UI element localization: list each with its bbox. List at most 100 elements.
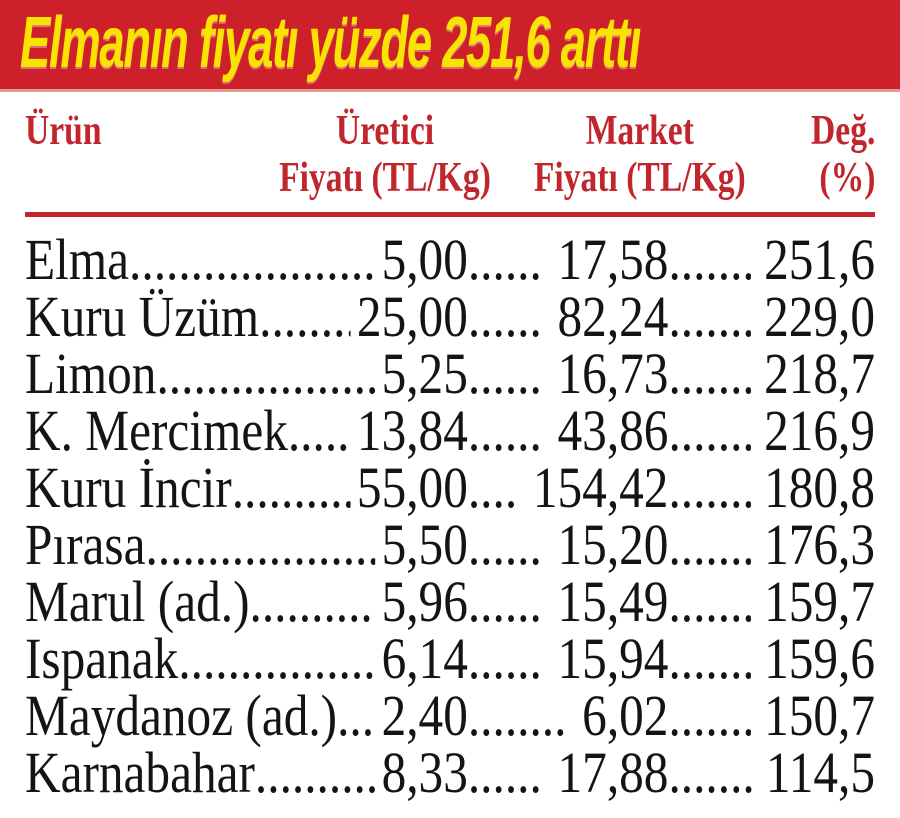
market-price-cell: 43,86 <box>468 398 669 463</box>
table-row: Ispanak 6,14 15,94 159,6 <box>25 626 875 691</box>
producer-price-value: 5,96 <box>381 569 468 634</box>
dot-leader <box>232 459 350 516</box>
product-name: Kuru Üzüm <box>25 284 260 349</box>
table-row: Karnabahar 8,33 17,88 114,5 <box>25 740 875 805</box>
change-percent-cell: 176,3 <box>668 512 875 577</box>
producer-price-value: 5,25 <box>381 341 468 406</box>
dot-leader <box>668 345 750 402</box>
producer-price-cell: 2,40 <box>337 687 468 745</box>
change-percent-value: 251,6 <box>764 227 875 292</box>
change-percent-cell: 114,5 <box>668 744 875 802</box>
table-row: Kuru İncir 55,00 154,42 180,8 <box>25 455 875 520</box>
producer-price-cell: 25,00 <box>259 288 468 346</box>
change-percent-value: 180,8 <box>764 455 875 520</box>
dot-leader <box>468 345 544 402</box>
headline-banner: Elmanın fiyatı yüzde 251,6 arttı <box>0 0 900 92</box>
producer-price-value: 55,00 <box>356 455 468 520</box>
table-row: Elma 5,00 17,58 251,6 <box>25 227 875 292</box>
column-header-product: Ürün <box>25 108 240 202</box>
dot-leader <box>668 402 750 459</box>
producer-price-cell: 5,00 <box>129 227 468 292</box>
market-price-value: 16,73 <box>557 341 669 406</box>
column-header-market-price: Market Fiyatı (TL/Kg) <box>530 108 750 202</box>
market-price-cell: 15,20 <box>468 512 669 577</box>
change-percent-cell: 216,9 <box>668 398 875 463</box>
market-price-cell: 15,49 <box>468 569 669 634</box>
change-percent-value: 216,9 <box>764 398 875 463</box>
column-header-line2: Fiyatı (TL/Kg) <box>533 155 746 201</box>
market-price-cell: 17,58 <box>468 227 669 292</box>
product-name: Marul (ad.) <box>25 569 250 634</box>
market-price-value: 17,88 <box>557 740 669 805</box>
dot-leader <box>255 744 375 801</box>
producer-price-cell: 5,25 <box>156 341 468 406</box>
market-price-value: 154,42 <box>532 455 669 520</box>
column-header-line1: Market <box>585 108 694 154</box>
dot-leader <box>668 288 750 345</box>
dot-leader <box>468 573 544 630</box>
dot-leader <box>468 459 519 516</box>
dot-leader <box>178 630 374 687</box>
dot-leader <box>468 630 544 687</box>
dot-leader <box>250 573 375 630</box>
producer-price-value: 13,84 <box>356 398 468 463</box>
dot-leader <box>468 516 544 573</box>
change-percent-value: 159,6 <box>764 626 875 691</box>
headline-title: Elmanın fiyatı yüzde 251,6 arttı <box>20 2 641 83</box>
dot-leader <box>668 459 750 516</box>
change-percent-value: 159,7 <box>764 569 875 634</box>
column-header-producer-price: Üretici Fiyatı (TL/Kg) <box>240 108 530 202</box>
change-percent-cell: 251,6 <box>668 227 875 292</box>
producer-price-value: 8,33 <box>381 740 468 805</box>
change-percent-cell: 150,7 <box>668 683 875 748</box>
market-price-cell: 6,02 <box>468 683 669 748</box>
dot-leader <box>668 744 752 801</box>
header-divider-line <box>25 212 875 217</box>
market-price-value: 43,86 <box>557 398 669 463</box>
market-price-cell: 15,94 <box>468 626 669 691</box>
table-body: Elma 5,00 17,58 251,6 Kuru Üzüm <box>25 227 875 805</box>
dot-leader <box>668 516 750 573</box>
product-name: Karnabahar <box>25 740 255 805</box>
change-percent-cell: 159,6 <box>668 626 875 691</box>
producer-price-value: 5,50 <box>381 512 468 577</box>
dot-leader <box>668 630 750 687</box>
change-percent-value: 150,7 <box>764 683 875 748</box>
change-percent-cell: 229,0 <box>668 288 875 346</box>
market-price-cell: 154,42 <box>468 455 669 520</box>
product-name: Maydanoz (ad.) <box>25 683 338 748</box>
producer-price-cell: 13,84 <box>288 398 468 463</box>
product-name: Elma <box>25 227 130 292</box>
dot-leader <box>468 687 569 744</box>
market-price-value: 6,02 <box>582 683 669 748</box>
market-price-value: 15,49 <box>557 569 669 634</box>
producer-price-cell: 55,00 <box>232 455 468 520</box>
table-row: K. Mercimek 13,84 43,86 216,9 <box>25 398 875 463</box>
product-name: Limon <box>25 341 157 406</box>
table-row: Marul (ad.) 5,96 15,49 159,7 <box>25 569 875 634</box>
dot-leader <box>156 345 374 402</box>
producer-price-value: 5,00 <box>381 227 468 292</box>
dot-leader <box>668 231 750 288</box>
market-price-cell: 17,88 <box>468 740 669 805</box>
producer-price-cell: 5,96 <box>250 569 468 634</box>
change-percent-cell: 159,7 <box>668 569 875 634</box>
column-header-line2: Fiyatı (TL/Kg) <box>279 155 491 201</box>
dot-leader <box>288 402 350 459</box>
producer-price-cell: 5,50 <box>145 512 468 577</box>
column-header-line1: Değ. <box>811 108 876 154</box>
market-price-value: 82,24 <box>557 284 669 349</box>
producer-price-cell: 8,33 <box>255 740 468 805</box>
column-header-line2: (%) <box>819 155 876 201</box>
market-price-value: 15,20 <box>557 512 669 577</box>
dot-leader <box>259 288 350 345</box>
market-price-value: 15,94 <box>557 626 669 691</box>
market-price-value: 17,58 <box>557 227 669 292</box>
dot-leader <box>668 687 750 744</box>
dot-leader <box>468 288 544 345</box>
column-header-line1: Ürün <box>25 108 102 154</box>
dot-leader <box>468 402 544 459</box>
dot-leader <box>145 516 374 573</box>
change-percent-cell: 180,8 <box>668 455 875 520</box>
change-percent-value: 176,3 <box>764 512 875 577</box>
